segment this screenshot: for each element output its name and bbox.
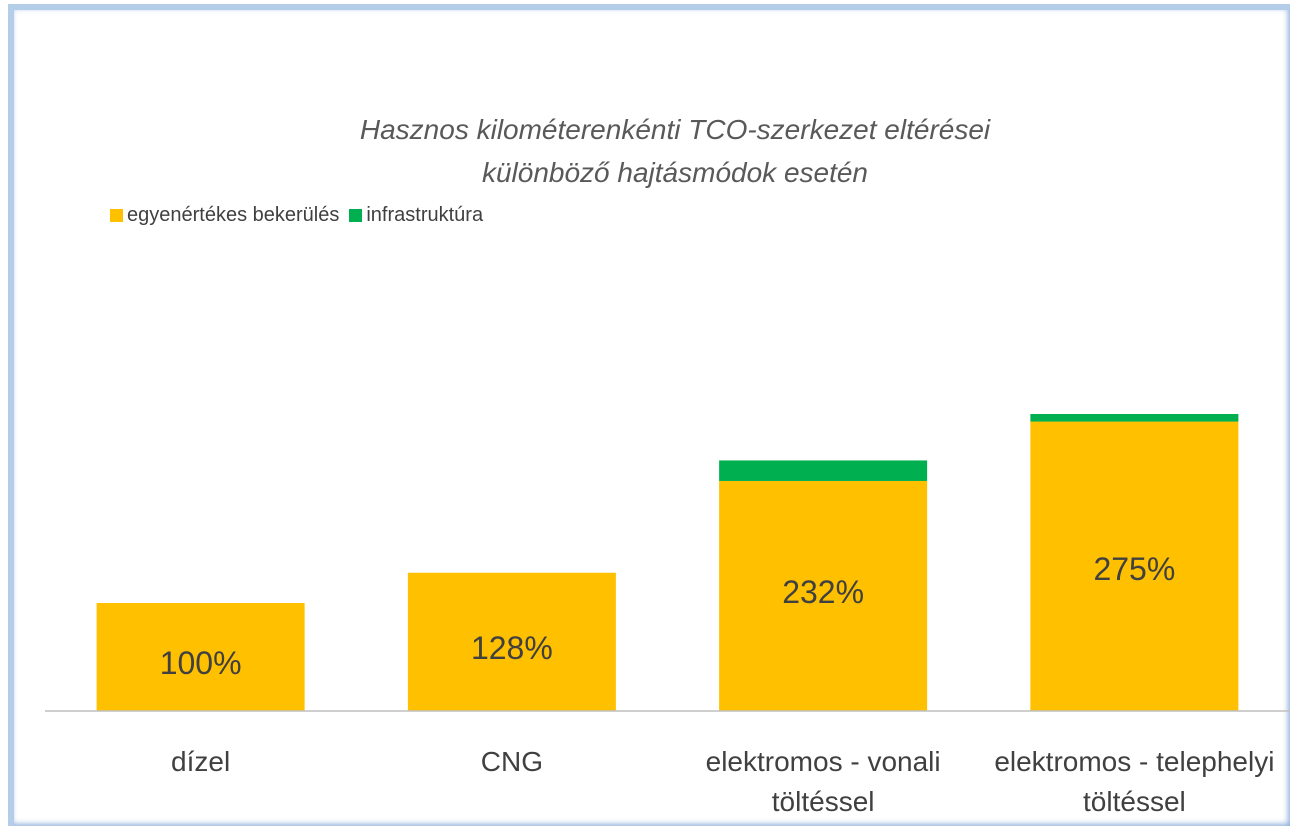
x-tick-label: CNG	[480, 746, 543, 777]
x-tick-label: elektromos - vonali töltéssel	[705, 746, 941, 817]
frame	[8, 4, 1290, 826]
data-label: 232%	[782, 573, 865, 610]
chart-title: Hasznos kilométerenkénti TCO-szerkezet e…	[359, 114, 991, 188]
legend-item: egyenértékes bekerülés	[110, 204, 339, 227]
legend: egyenértékes bekerülés infrastruktúra	[110, 204, 483, 227]
bar-segment	[1030, 414, 1239, 422]
legend-swatch	[349, 209, 363, 223]
legend-swatch	[110, 209, 123, 223]
data-label: 128%	[470, 629, 553, 666]
bar-segment	[96, 603, 305, 711]
bar-segment	[719, 460, 928, 481]
legend-item: infrastruktúra	[349, 204, 483, 227]
bar-segment	[1030, 421, 1239, 711]
data-label: 275%	[1093, 550, 1176, 587]
bar-segment	[719, 480, 928, 711]
x-tick-label: elektromos - telephelyi töltéssel	[994, 746, 1275, 817]
legend-label: egyenértékes bekerülés	[127, 204, 340, 226]
data-label: 100%	[159, 645, 242, 681]
x-tick-label: dízel	[171, 746, 231, 777]
legend-label: infrastruktúra	[366, 204, 484, 226]
bar-segment	[407, 572, 616, 711]
